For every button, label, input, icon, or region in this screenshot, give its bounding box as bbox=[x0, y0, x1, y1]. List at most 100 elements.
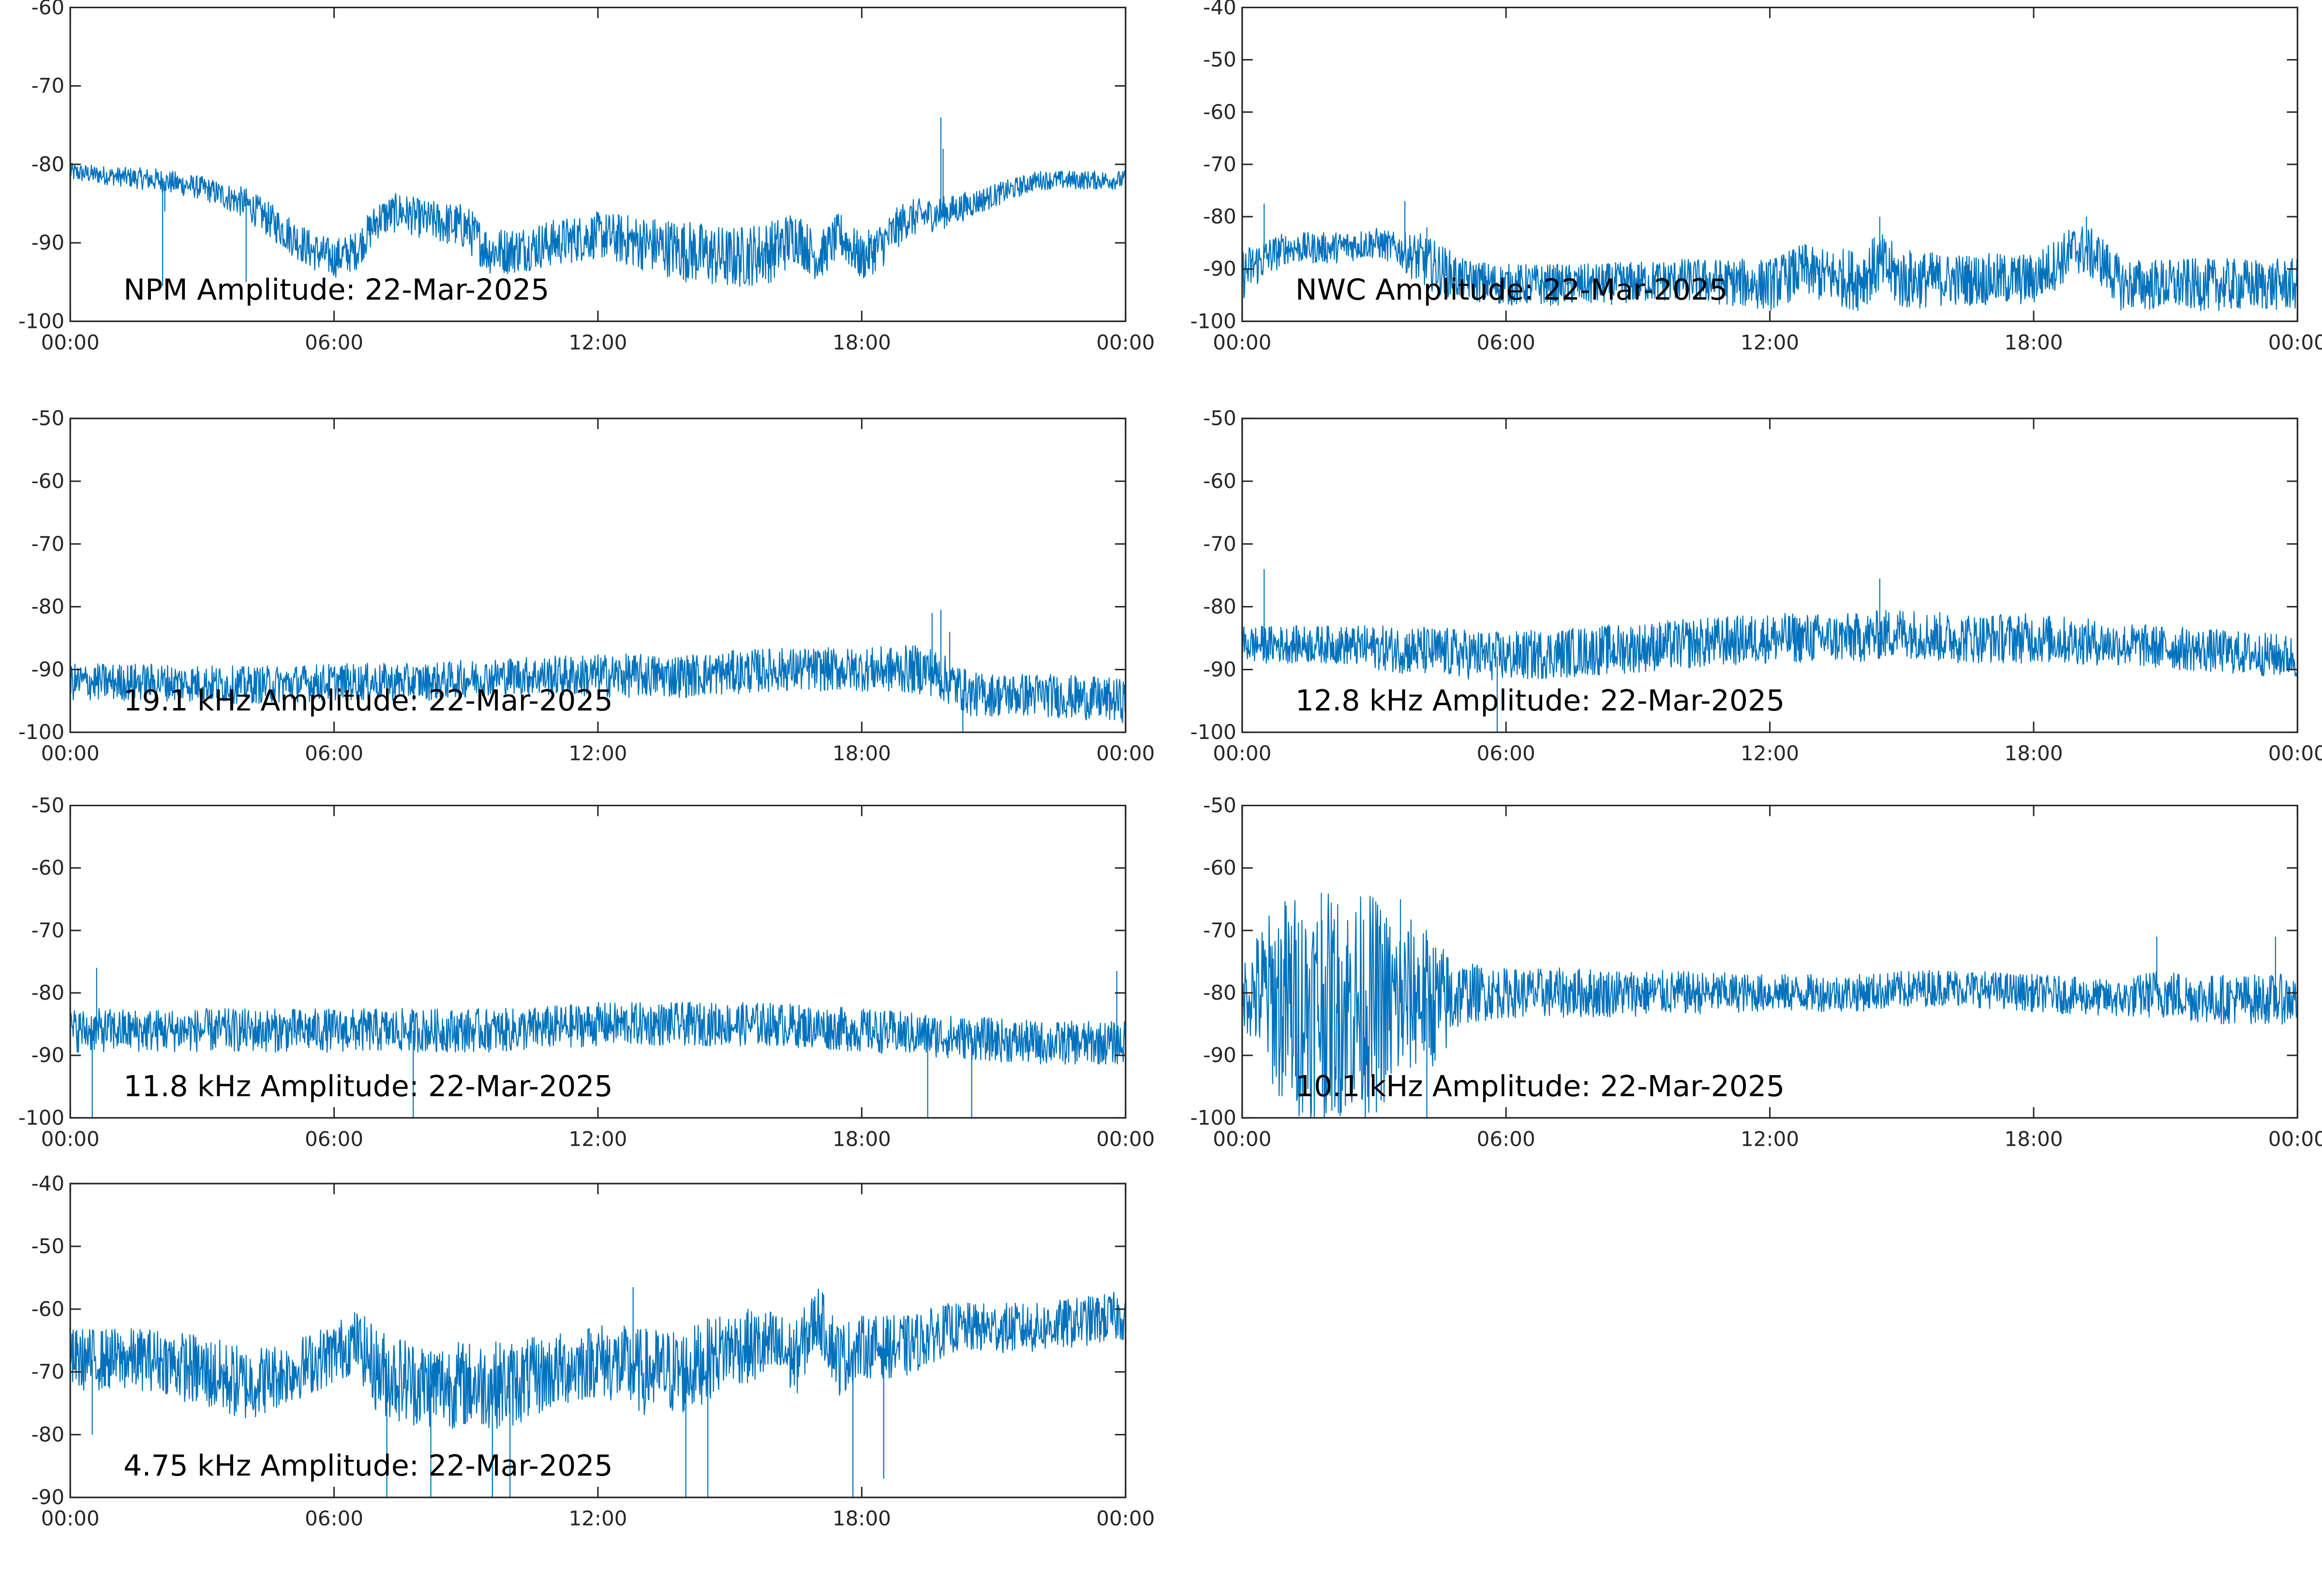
y-tick-label: -90 bbox=[31, 1043, 65, 1067]
x-tick-label: 00:00 bbox=[1096, 1127, 1155, 1151]
y-tick-label: -60 bbox=[1203, 100, 1236, 124]
panel-title: 10.1 kHz Amplitude: 22-Mar-2025 bbox=[1295, 1069, 1785, 1103]
amplitude-trace bbox=[1242, 201, 2298, 311]
panel-title: NWC Amplitude: 22-Mar-2025 bbox=[1295, 273, 1728, 307]
plot-frame bbox=[69, 805, 1127, 1119]
x-tick-label: 18:00 bbox=[833, 330, 891, 354]
y-tick-label: -50 bbox=[31, 1234, 65, 1258]
x-tick-label: 00:00 bbox=[1096, 741, 1155, 765]
x-tick-label: 18:00 bbox=[833, 741, 891, 765]
x-tick-label: 00:00 bbox=[1096, 1507, 1155, 1530]
x-tick-label: 06:00 bbox=[305, 1127, 363, 1151]
y-tick-label: -40 bbox=[1203, 0, 1236, 19]
y-tick-label: -100 bbox=[1190, 1106, 1236, 1129]
y-tick-label: -70 bbox=[31, 74, 65, 98]
x-tick-label: 12:00 bbox=[568, 1127, 627, 1151]
y-tick-label: -70 bbox=[31, 532, 65, 556]
panel-title: 19.1 kHz Amplitude: 22-Mar-2025 bbox=[123, 684, 613, 718]
x-tick-label: 12:00 bbox=[1741, 1127, 1799, 1151]
x-tick-label: 18:00 bbox=[2004, 330, 2063, 354]
panel-title: 4.75 kHz Amplitude: 22-Mar-2025 bbox=[123, 1449, 613, 1483]
panel-title: 12.8 kHz Amplitude: 22-Mar-2025 bbox=[1295, 684, 1785, 718]
x-tick-label: 12:00 bbox=[1741, 741, 1799, 765]
x-tick-label: 00:00 bbox=[2268, 741, 2322, 765]
x-tick-label: 00:00 bbox=[1213, 741, 1271, 765]
x-tick-label: 06:00 bbox=[305, 741, 363, 765]
plot-frame bbox=[1241, 417, 2298, 733]
y-tick-label: -80 bbox=[1203, 595, 1236, 619]
x-tick-label: 00:00 bbox=[41, 1127, 100, 1151]
y-tick-label: -80 bbox=[1203, 981, 1236, 1005]
y-tick-label: -60 bbox=[1203, 856, 1236, 880]
x-tick-label: 00:00 bbox=[41, 330, 100, 354]
y-tick-label: -90 bbox=[1203, 1043, 1236, 1067]
y-tick-label: -60 bbox=[31, 1297, 65, 1321]
x-tick-label: 12:00 bbox=[568, 741, 627, 765]
y-tick-label: -70 bbox=[31, 1360, 65, 1384]
x-tick-label: 06:00 bbox=[305, 1507, 363, 1530]
y-tick-label: -70 bbox=[1203, 152, 1236, 176]
x-tick-label: 18:00 bbox=[833, 1127, 891, 1151]
amplitude-trace bbox=[70, 610, 1126, 733]
y-tick-label: -70 bbox=[1203, 532, 1236, 556]
amplitude-trace bbox=[1242, 893, 2298, 1118]
x-tick-label: 12:00 bbox=[568, 1507, 627, 1530]
x-tick-label: 06:00 bbox=[305, 330, 363, 354]
y-tick-label: -70 bbox=[31, 918, 65, 942]
y-tick-label: -90 bbox=[31, 231, 65, 254]
y-tick-label: -90 bbox=[1203, 257, 1236, 281]
x-tick-label: 00:00 bbox=[41, 1507, 100, 1530]
y-tick-label: -100 bbox=[18, 309, 64, 333]
x-tick-label: 00:00 bbox=[2268, 330, 2322, 354]
y-tick-label: -100 bbox=[1190, 720, 1236, 744]
amplitude-trace bbox=[70, 1287, 1126, 1498]
y-tick-label: -100 bbox=[18, 1106, 64, 1129]
y-tick-label: -80 bbox=[31, 1422, 65, 1446]
y-tick-label: -60 bbox=[1203, 469, 1236, 493]
y-tick-label: -40 bbox=[31, 1171, 65, 1195]
x-tick-label: 18:00 bbox=[2004, 1127, 2063, 1151]
y-tick-label: -80 bbox=[31, 152, 65, 176]
y-tick-label: -80 bbox=[1203, 205, 1236, 228]
x-tick-label: 06:00 bbox=[1477, 330, 1535, 354]
y-tick-label: -100 bbox=[18, 720, 64, 744]
x-tick-label: 00:00 bbox=[1096, 330, 1155, 354]
y-tick-label: -60 bbox=[31, 0, 65, 19]
y-tick-label: -50 bbox=[1203, 406, 1236, 430]
x-tick-label: 00:00 bbox=[1213, 1127, 1271, 1151]
x-tick-label: 06:00 bbox=[1477, 1127, 1535, 1151]
y-tick-label: -90 bbox=[1203, 657, 1236, 681]
amplitude-trace bbox=[1242, 569, 2298, 733]
panel-title: NPM Amplitude: 22-Mar-2025 bbox=[123, 273, 549, 307]
y-tick-label: -50 bbox=[31, 406, 65, 430]
x-tick-label: 18:00 bbox=[2004, 741, 2063, 765]
amplitude-trace bbox=[70, 117, 1126, 287]
y-tick-label: -90 bbox=[31, 1485, 65, 1509]
y-tick-label: -90 bbox=[31, 657, 65, 681]
y-tick-label: -60 bbox=[31, 856, 65, 880]
y-tick-label: -50 bbox=[31, 794, 65, 817]
x-tick-label: 18:00 bbox=[833, 1507, 891, 1530]
y-tick-label: -50 bbox=[1203, 48, 1236, 72]
x-tick-label: 12:00 bbox=[568, 330, 627, 354]
y-tick-label: -60 bbox=[31, 469, 65, 493]
y-tick-label: -80 bbox=[31, 981, 65, 1005]
y-tick-label: -50 bbox=[1203, 794, 1236, 817]
x-tick-label: 06:00 bbox=[1477, 741, 1535, 765]
x-tick-label: 12:00 bbox=[1741, 330, 1799, 354]
amplitude-trace bbox=[70, 968, 1126, 1118]
y-tick-label: -70 bbox=[1203, 918, 1236, 942]
x-tick-label: 00:00 bbox=[2268, 1127, 2322, 1151]
y-tick-label: -80 bbox=[31, 595, 65, 619]
panel-title: 11.8 kHz Amplitude: 22-Mar-2025 bbox=[123, 1069, 613, 1103]
x-tick-label: 00:00 bbox=[1213, 330, 1271, 354]
y-tick-label: -100 bbox=[1190, 309, 1236, 333]
